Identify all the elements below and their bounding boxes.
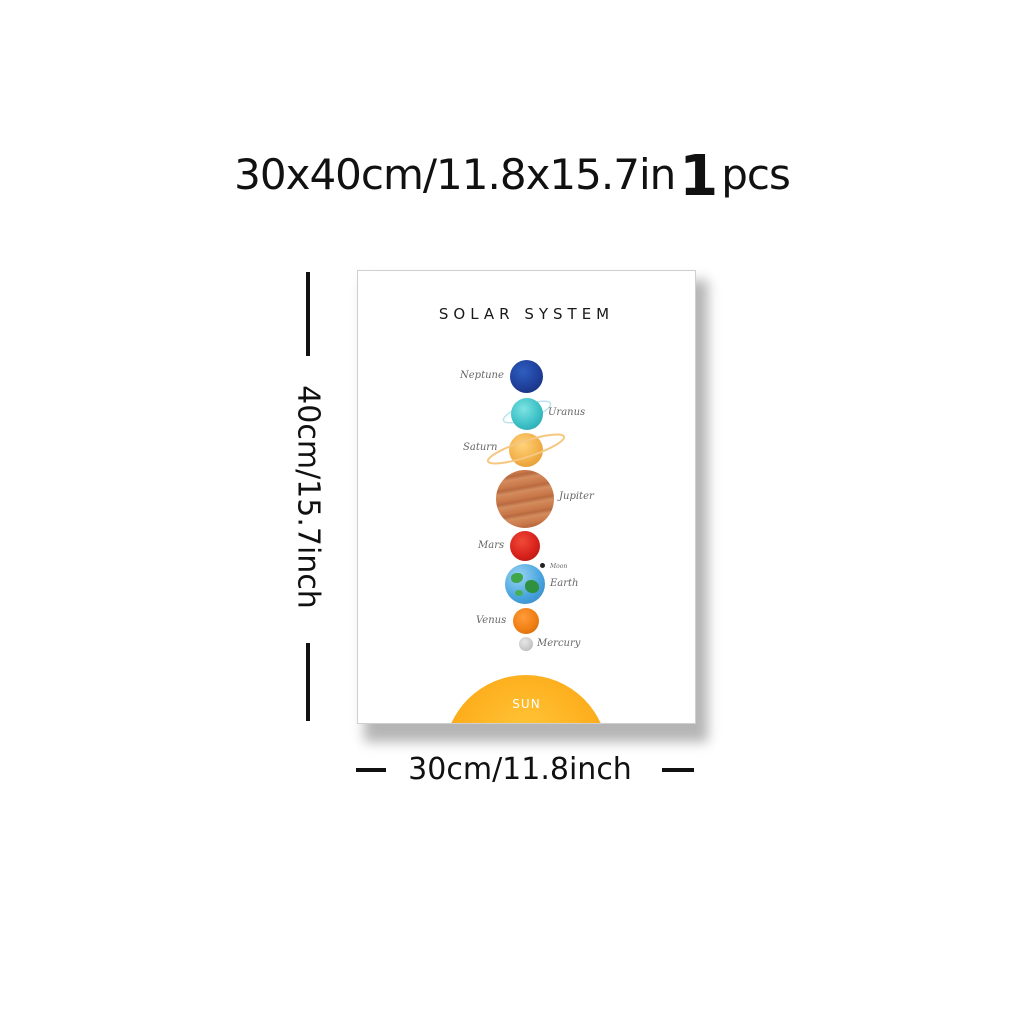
poster-title: SOLAR SYSTEM <box>438 305 615 323</box>
width-label: 30cm/11.8inch <box>408 752 632 787</box>
uranus-label: Uranus <box>548 407 586 418</box>
earth-land-1 <box>511 573 523 583</box>
neptune-planet <box>510 360 543 393</box>
height-bar-bottom <box>306 643 310 721</box>
width-bar-right <box>662 768 694 772</box>
jupiter-planet <box>496 470 554 528</box>
mercury-label: Mercury <box>537 638 581 649</box>
mercury-planet <box>519 637 533 651</box>
uranus-planet <box>511 398 543 430</box>
size-headline: 30x40cm/11.8x15.7in1pcs <box>0 138 1024 209</box>
height-bar-top <box>306 272 310 356</box>
earth-label: Earth <box>550 578 579 589</box>
quantity: 1 <box>679 144 718 209</box>
venus-planet <box>513 608 539 634</box>
width-bar-left <box>356 768 386 772</box>
mars-label: Mars <box>478 540 505 551</box>
canvas-print: SOLAR SYSTEM Neptune Uranus Saturn Jupit… <box>357 270 696 724</box>
saturn-ring <box>486 433 566 465</box>
jupiter-label: Jupiter <box>559 491 594 502</box>
sun-label: SUN <box>512 697 541 711</box>
height-label: 40cm/15.7inch <box>290 385 326 609</box>
neptune-label: Neptune <box>460 370 504 381</box>
earth-planet <box>505 564 545 604</box>
moon-label: Moon <box>550 563 568 570</box>
earth-land-3 <box>515 590 523 596</box>
saturn-label: Saturn <box>463 442 498 453</box>
venus-label: Venus <box>476 615 507 626</box>
earth-land-2 <box>525 580 539 593</box>
size-text: 30x40cm/11.8x15.7in <box>234 150 676 199</box>
moon-planet <box>540 563 545 568</box>
mars-planet <box>510 531 540 561</box>
quantity-unit: pcs <box>721 150 791 199</box>
